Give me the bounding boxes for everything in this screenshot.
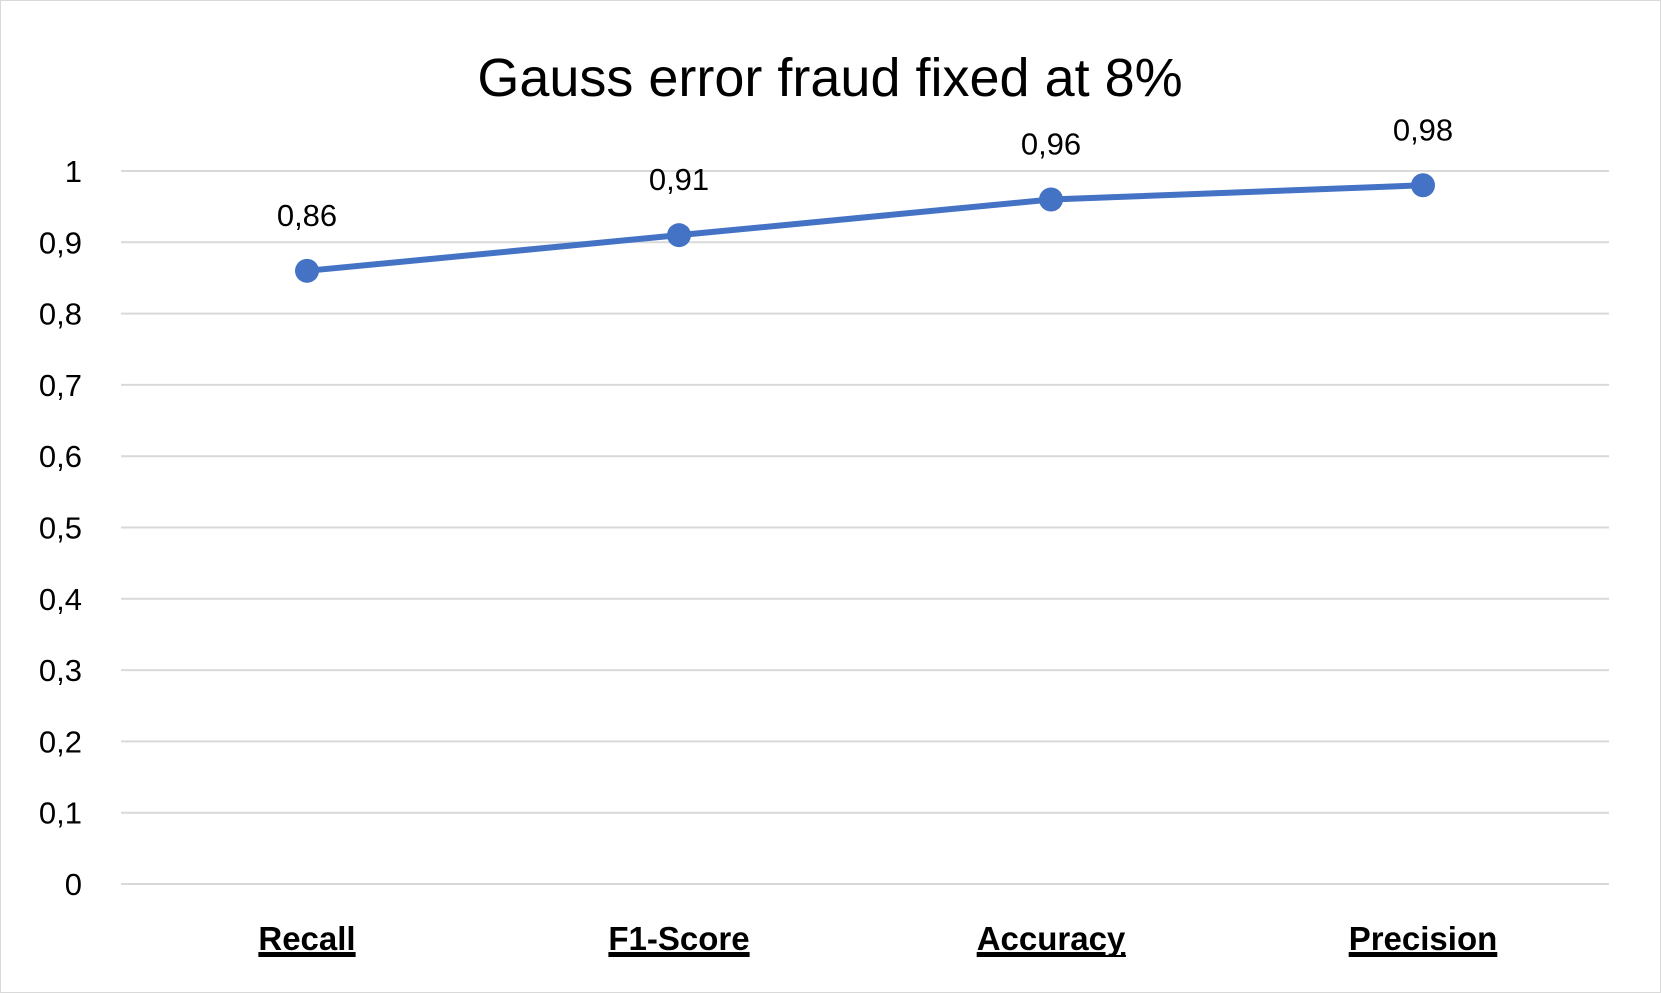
data-point [667,223,691,248]
series-line [304,182,1426,274]
y-tick-label: 0,3 [39,653,82,688]
data-label: 0,86 [277,198,337,233]
x-tick-label: Accuracy [977,920,1126,957]
y-tick-label: 0 [65,867,82,902]
x-tick-label: F1-Score [608,920,749,957]
gridlines [121,170,1609,885]
data-label: 0,98 [1393,112,1453,147]
data-point [1411,173,1435,198]
data-point [1039,187,1063,212]
data-labels: 0,86 0,91 0,96 0,98 [277,112,1453,233]
chart-title: Gauss error fraud fixed at 8% [477,48,1182,108]
y-tick-label: 1 [65,154,82,189]
y-tick-label: 0,1 [39,796,82,831]
y-tick-label: 0,6 [39,439,82,474]
data-label: 0,91 [649,162,709,197]
y-tick-label: 0,2 [39,724,82,759]
y-tick-label: 0,7 [39,368,82,403]
x-tick-label: Precision [1349,920,1498,957]
data-label: 0,96 [1021,127,1081,162]
x-axis-tick-labels: Recall F1-Score Accuracy Precision [258,920,1498,957]
x-tick-label: Recall [258,920,355,957]
y-axis-tick-labels: 0 0,1 0,2 0,3 0,4 0,5 0,6 0,7 0,8 0,9 1 [39,154,82,902]
series-layer [295,173,1435,283]
data-point [295,258,319,283]
y-tick-label: 0,4 [39,582,82,617]
y-tick-label: 0,9 [39,225,82,260]
y-tick-label: 0,8 [39,297,82,332]
y-tick-label: 0,5 [39,511,82,546]
